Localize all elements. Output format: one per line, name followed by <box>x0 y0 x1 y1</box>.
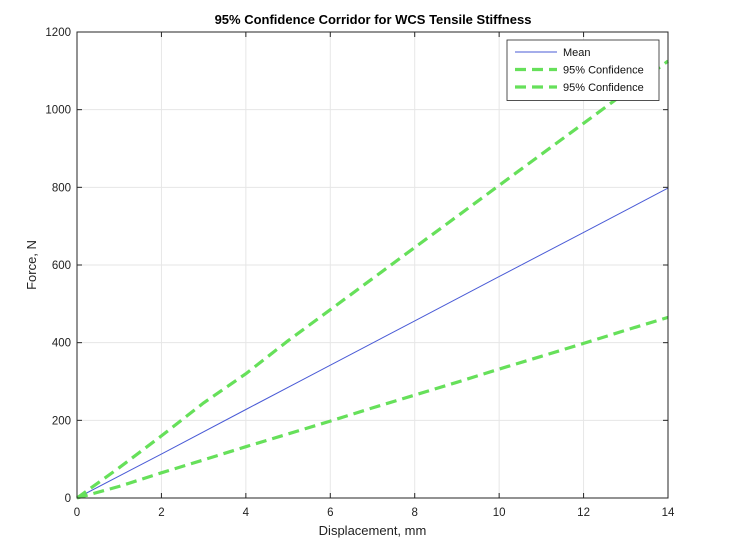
legend: Mean 95% Confidence 95% Confidence <box>506 39 660 101</box>
y-axis-label: Force, N <box>24 240 39 290</box>
y-tick-label: 600 <box>52 260 71 272</box>
legend-label-1: 95% Confidence <box>563 65 644 77</box>
series-layer <box>76 59 669 500</box>
x-tick-label: 4 <box>243 507 250 519</box>
y-tick-label: 1200 <box>45 27 71 39</box>
y-tick-label: 1000 <box>45 105 71 117</box>
legend-label-0: Mean <box>563 47 591 59</box>
x-tick-label: 8 <box>412 507 418 519</box>
series-line-1 <box>76 59 669 500</box>
y-tick-label: 400 <box>52 338 71 350</box>
x-tick-label: 10 <box>493 507 506 519</box>
x-tick-label: 0 <box>74 507 80 519</box>
y-tick-label: 800 <box>52 182 71 194</box>
x-axis-label: Displacement, mm <box>319 523 427 538</box>
x-tick-label: 2 <box>158 507 164 519</box>
series-line-0 <box>76 187 669 499</box>
series-line-2 <box>76 315 669 500</box>
y-axis-ticks: 0 200 400 600 800 1000 1200 <box>45 27 668 505</box>
x-tick-label: 14 <box>662 507 675 519</box>
x-axis-ticks: 0 2 4 6 8 10 12 14 <box>74 32 675 519</box>
chart-title: 95% Confidence Corridor for WCS Tensile … <box>215 12 532 27</box>
y-tick-label: 0 <box>65 493 71 505</box>
y-tick-label: 200 <box>52 415 71 427</box>
x-tick-label: 12 <box>577 507 590 519</box>
x-tick-label: 6 <box>327 507 333 519</box>
legend-label-2: 95% Confidence <box>563 82 644 94</box>
